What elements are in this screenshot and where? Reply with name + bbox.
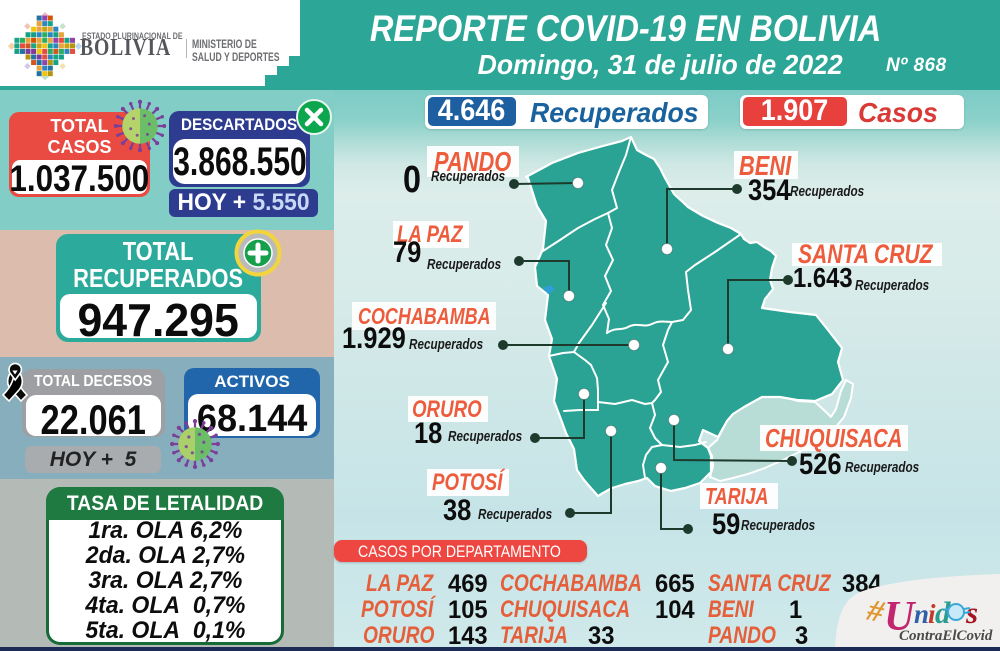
svg-text:n: n [914, 599, 929, 629]
svg-text:i: i [928, 599, 936, 629]
svg-text:U: U [884, 594, 917, 640]
svg-text:d: d [935, 595, 951, 630]
svg-text:ContraElCovid: ContraElCovid [899, 628, 993, 644]
svg-text:s: s [965, 595, 978, 630]
